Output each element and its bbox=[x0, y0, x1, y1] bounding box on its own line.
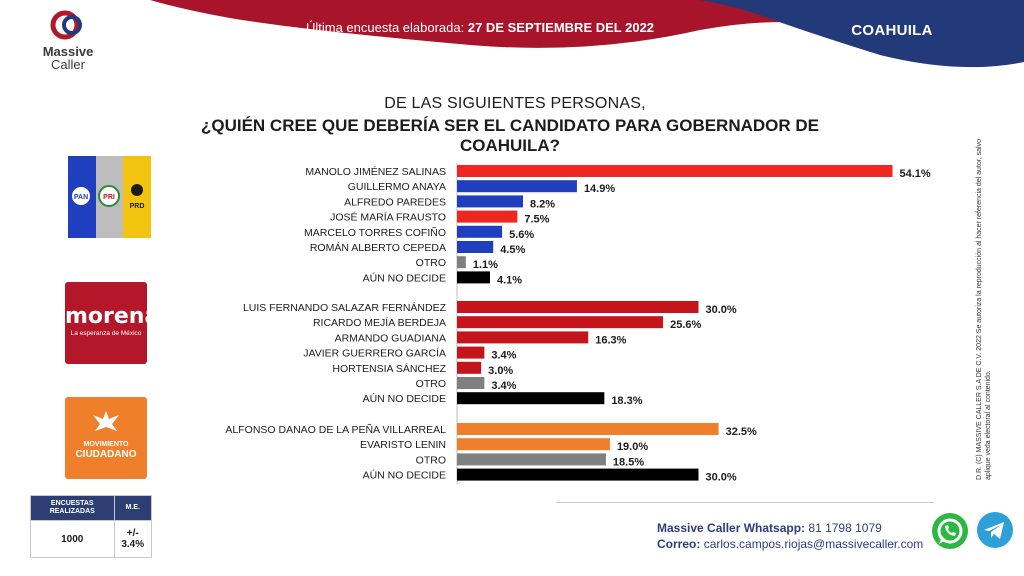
bar bbox=[457, 361, 482, 374]
category-label: HORTENSIA SÁNCHEZ bbox=[332, 362, 446, 375]
category-label: ALFREDO PAREDES bbox=[344, 196, 446, 208]
morena-logo: morena La esperanza de México bbox=[65, 282, 160, 364]
bar bbox=[457, 241, 494, 253]
value-label: 5.6% bbox=[509, 229, 534, 241]
header-banner bbox=[150, 0, 1024, 68]
whatsapp-icon[interactable] bbox=[930, 511, 970, 551]
survey-date-label: Última encuesta elaborada: bbox=[305, 20, 465, 35]
category-label: OTRO bbox=[416, 378, 446, 390]
category-label: ROMÁN ALBERTO CEPEDA bbox=[310, 241, 446, 254]
mc-line1: MOVIMIENTO bbox=[83, 441, 129, 448]
bar bbox=[457, 256, 466, 269]
value-label: 18.3% bbox=[611, 395, 642, 407]
category-label: RICARDO MEJÍA BERDEJA bbox=[313, 316, 446, 329]
category-label: OTRO bbox=[416, 454, 446, 466]
question-line1: DE LAS SIGUIENTES PERSONAS, bbox=[384, 95, 646, 112]
category-label: AÚN NO DECIDE bbox=[363, 392, 446, 405]
category-label: MARCELO TORRES COFIÑO bbox=[304, 226, 446, 239]
margin-error-value: +/- 3.4% bbox=[113, 520, 152, 558]
brand-mark-icon bbox=[50, 10, 82, 40]
survey-date: Última encuesta elaborada: 27 DE SEPTIEM… bbox=[300, 20, 660, 35]
email-label: Correo: bbox=[657, 537, 701, 551]
pan-label: PAN bbox=[74, 194, 88, 201]
bar bbox=[457, 392, 605, 405]
eagle-icon bbox=[93, 411, 119, 431]
value-label: 25.6% bbox=[670, 319, 701, 331]
region-title: COAHUILA bbox=[851, 22, 933, 39]
category-label: JOSÉ MARÍA FRAUSTO bbox=[330, 211, 446, 224]
value-label: 30.0% bbox=[706, 304, 737, 316]
bar bbox=[457, 165, 893, 177]
bar bbox=[457, 453, 606, 466]
mc-line2: CIUDADANO bbox=[75, 449, 137, 460]
brand-name-line2: Caller bbox=[51, 57, 85, 72]
value-label: 14.9% bbox=[584, 183, 615, 195]
value-label: 18.5% bbox=[613, 456, 644, 468]
value-label: 1.1% bbox=[473, 259, 498, 271]
surveys-header: ENCUESTAS REALIZADAS bbox=[30, 495, 115, 521]
mc-logo: MOVIMIENTO CIUDADANO bbox=[65, 397, 147, 479]
value-label: 3.0% bbox=[488, 365, 513, 377]
telegram-icon[interactable] bbox=[976, 511, 1014, 549]
brand-name-line1: Massive bbox=[42, 44, 94, 59]
morena-tagline: La esperanza de México bbox=[70, 330, 142, 337]
bar bbox=[457, 331, 589, 344]
whatsapp-number: 81 1798 1079 bbox=[808, 521, 882, 535]
category-label: MANOLO JIMÉNEZ SALINAS bbox=[305, 165, 446, 178]
bar bbox=[457, 423, 719, 435]
value-label: 7.5% bbox=[524, 214, 549, 226]
bar bbox=[457, 195, 524, 208]
bar bbox=[457, 316, 664, 329]
category-label: ALFONSO DANAO DE LA PEÑA VILLARREAL bbox=[225, 423, 446, 436]
value-label: 3.4% bbox=[491, 380, 516, 392]
value-label: 54.1% bbox=[900, 168, 931, 180]
value-label: 8.2% bbox=[530, 198, 555, 210]
category-label: ARMANDO GUADIANA bbox=[335, 332, 446, 344]
bar bbox=[457, 225, 503, 238]
bar bbox=[457, 346, 485, 359]
value-label: 4.1% bbox=[497, 274, 522, 286]
brand-logo: Massive Caller bbox=[28, 10, 108, 82]
value-label: 3.4% bbox=[491, 350, 516, 362]
surveys-value: 1000 bbox=[30, 520, 115, 558]
whatsapp-contact: Massive Caller Whatsapp: 81 1798 1079 bbox=[657, 521, 882, 535]
survey-info-table: ENCUESTAS REALIZADAS M.E. 1000 +/- 3.4% bbox=[30, 495, 152, 558]
pri-label: PRI bbox=[103, 194, 115, 201]
bar bbox=[457, 377, 485, 389]
email-address[interactable]: carlos.campos.riojas@massivecaller.com bbox=[703, 537, 924, 551]
bar bbox=[457, 468, 699, 481]
category-label: JAVIER GUERRERO GARCÍA bbox=[303, 347, 446, 360]
bar bbox=[457, 210, 518, 223]
category-label: LUIS FERNANDO SALAZAR FERNÁNDEZ bbox=[243, 301, 447, 314]
category-label: GUILLERMO ANAYA bbox=[348, 181, 446, 193]
value-label: 19.0% bbox=[617, 441, 648, 453]
margin-error-header: M.E. bbox=[113, 495, 152, 521]
survey-date-value: 27 DE SEPTIEMBRE DEL 2022 bbox=[467, 20, 655, 35]
value-label: 32.5% bbox=[726, 426, 757, 438]
category-label: AÚN NO DECIDE bbox=[363, 469, 446, 482]
whatsapp-label: Massive Caller Whatsapp: bbox=[657, 521, 806, 535]
category-label: AÚN NO DECIDE bbox=[363, 271, 446, 284]
category-label: EVARISTO LENIN bbox=[360, 439, 446, 451]
morena-name: morena bbox=[65, 304, 160, 329]
bar bbox=[457, 438, 610, 451]
bar bbox=[457, 180, 577, 193]
value-label: 16.3% bbox=[595, 334, 626, 346]
value-label: 4.5% bbox=[500, 244, 525, 256]
email-contact: Correo: carlos.campos.riojas@massivecall… bbox=[657, 537, 923, 551]
coalition-logo: PAN PRI PRD bbox=[68, 156, 151, 238]
bar bbox=[457, 301, 699, 313]
category-label: OTRO bbox=[416, 257, 446, 269]
footer-divider bbox=[556, 502, 934, 503]
bar bbox=[457, 271, 491, 284]
question-line2: ¿QUIÉN CREE QUE DEBERÍA SER EL CANDIDATO… bbox=[200, 116, 820, 155]
value-label: 30.0% bbox=[706, 472, 737, 484]
prd-label: PRD bbox=[130, 203, 145, 210]
